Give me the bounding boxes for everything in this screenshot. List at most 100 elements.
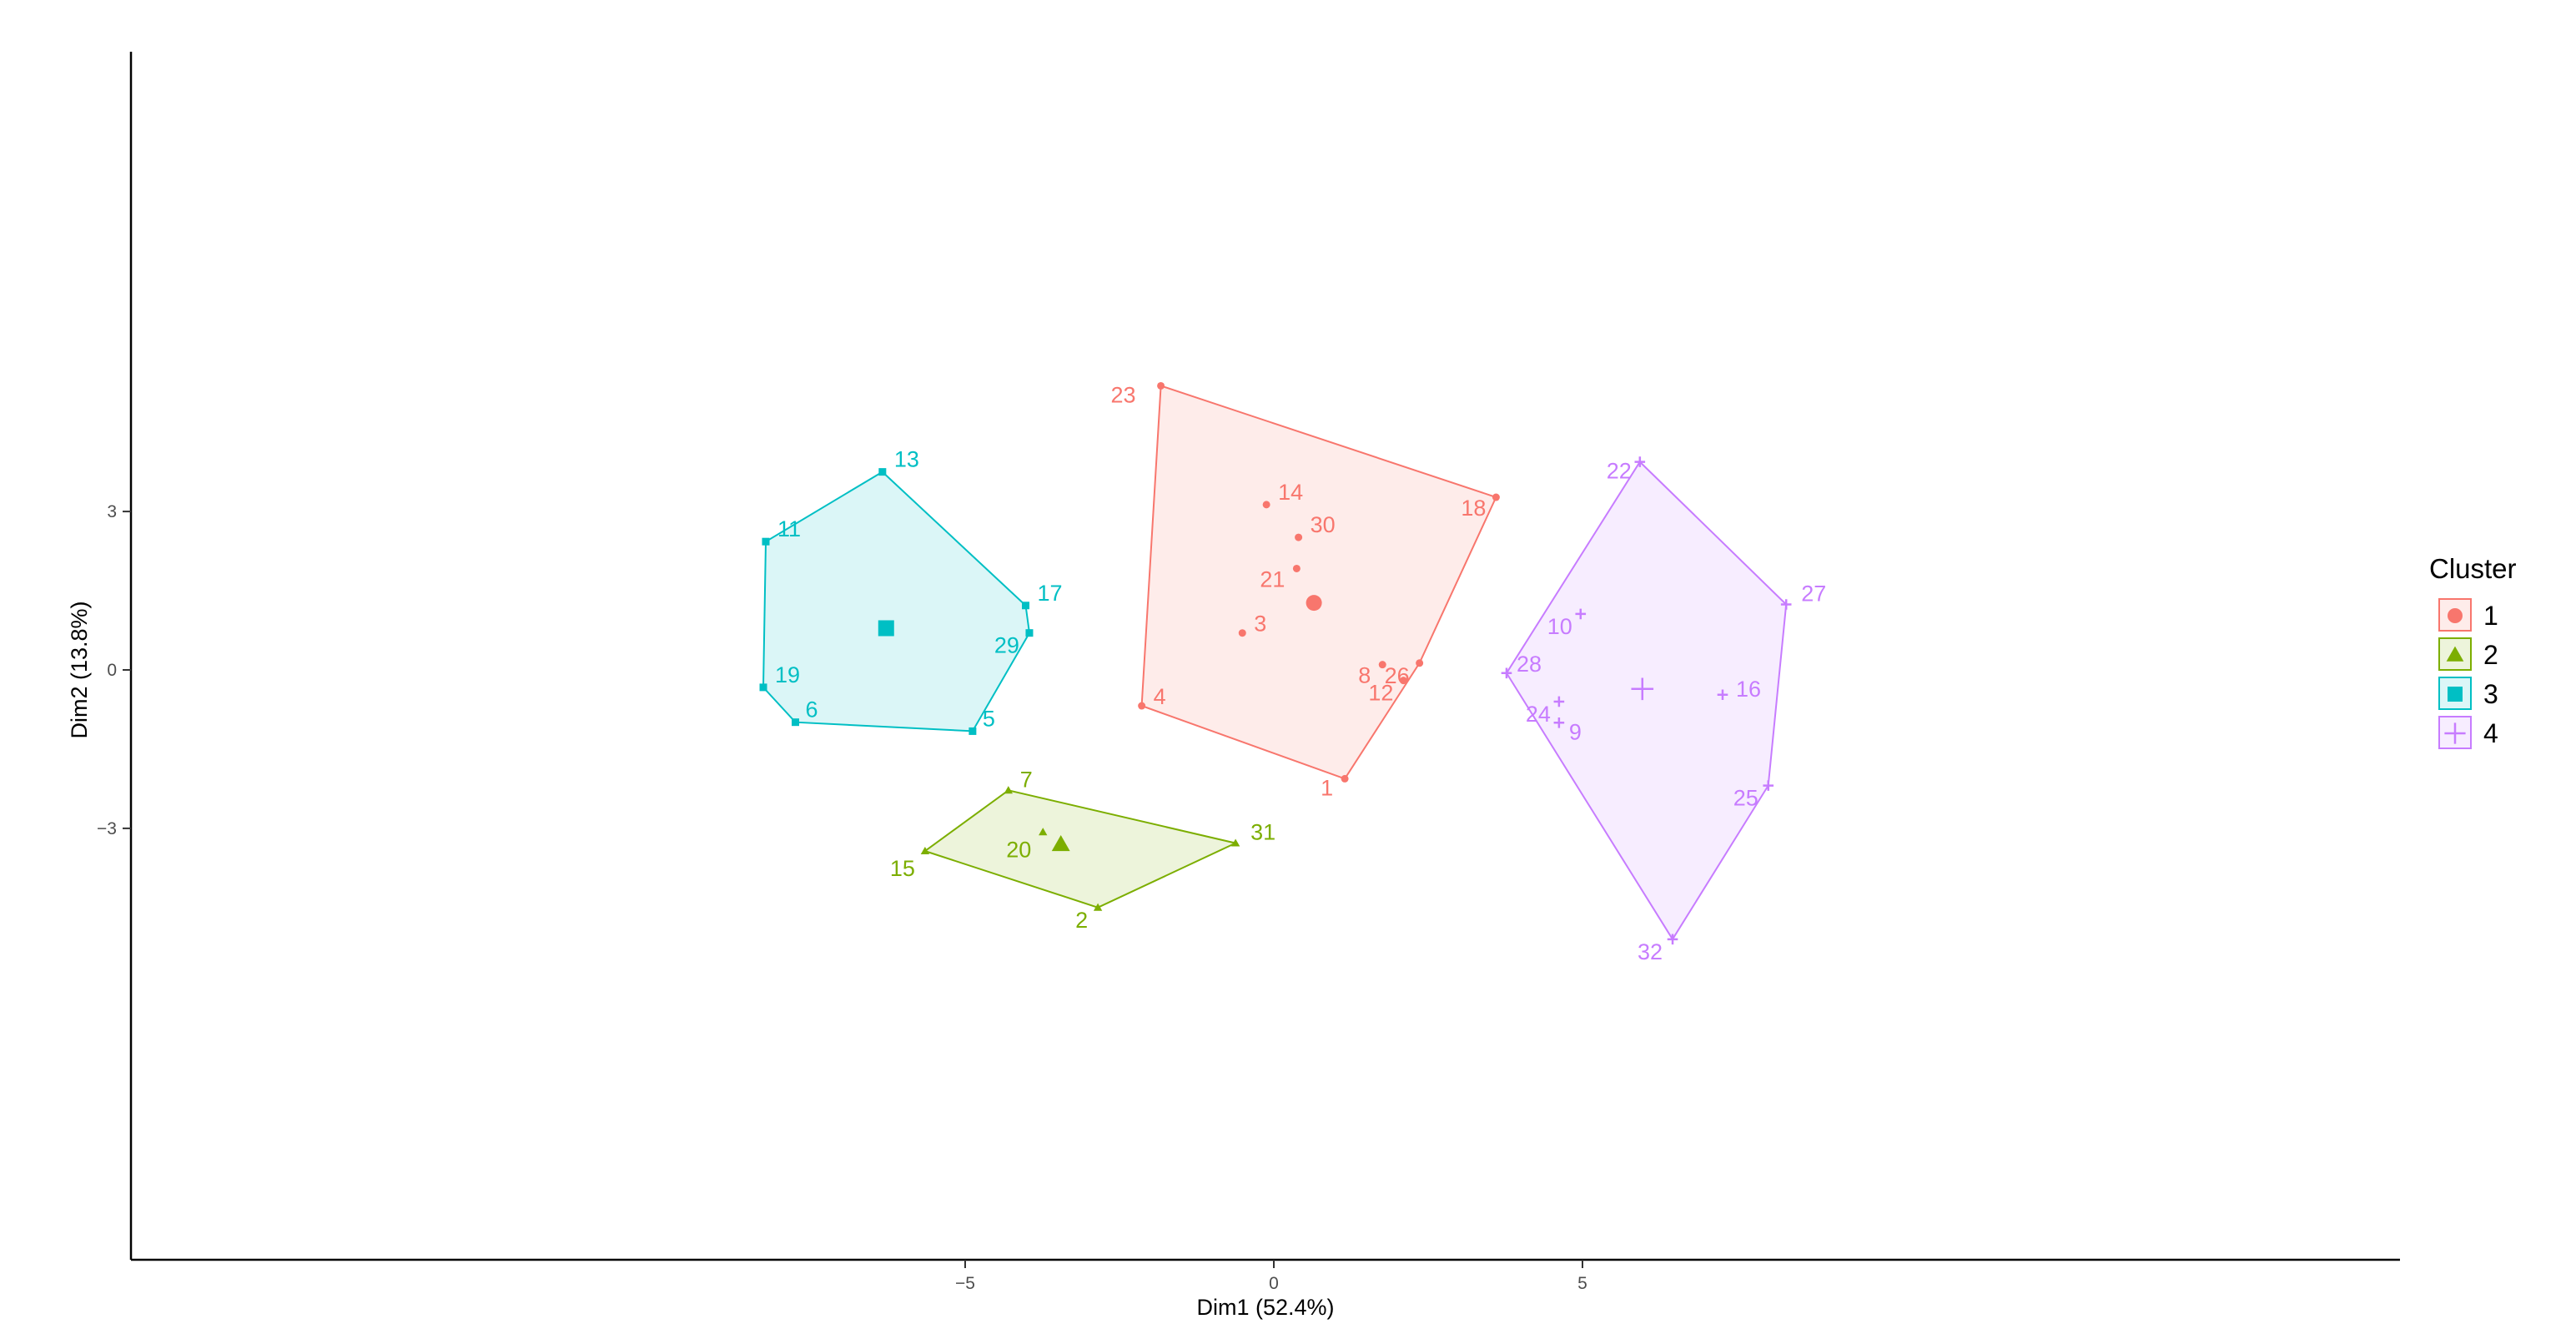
point-23 [1157, 381, 1165, 390]
cluster-4-hull [1505, 461, 1788, 941]
x-axis-title: Dim1 (52.4%) [1196, 1295, 1334, 1320]
point-8 [1378, 661, 1386, 669]
point-18 [1492, 493, 1500, 501]
point-26 [1416, 659, 1424, 667]
x-tick-label: −5 [955, 1274, 975, 1293]
point-label-27: 27 [1801, 581, 1826, 607]
point-label-24: 24 [1526, 702, 1551, 727]
point-label-16: 16 [1736, 677, 1761, 702]
cluster-1-center [1306, 595, 1322, 612]
legend-key-1 [2438, 598, 2472, 632]
point-label-8: 8 [1358, 663, 1371, 688]
point-label-7: 7 [1020, 767, 1033, 792]
x-tick-label: 0 [1269, 1274, 1279, 1293]
point-label-29: 29 [994, 633, 1019, 658]
point-label-25: 25 [1733, 786, 1758, 811]
point-label-13: 13 [894, 447, 919, 472]
point-1 [1341, 774, 1349, 783]
point-label-18: 18 [1461, 496, 1486, 521]
point-label-21: 21 [1260, 566, 1285, 592]
cluster-4-center [1631, 677, 1654, 701]
cluster-2-center [1051, 834, 1070, 852]
point-31 [1230, 838, 1240, 847]
point-12 [1399, 677, 1407, 685]
point-24 [1553, 696, 1565, 707]
point-15 [920, 846, 930, 855]
cluster-3-hull [762, 471, 1031, 732]
y-tick-label: −3 [97, 819, 117, 838]
point-label-15: 15 [890, 856, 915, 881]
legend-symbol-1 [2448, 608, 2463, 623]
legend-label-2: 2 [2483, 640, 2498, 670]
point-27 [1780, 599, 1792, 610]
x-axis-ticks: −5 0 5 [955, 1260, 1587, 1293]
cluster-3-center [878, 620, 894, 637]
point-label-6: 6 [806, 697, 818, 722]
legend-items: 1 2 3 4 [2438, 598, 2498, 749]
point-label-31: 31 [1250, 820, 1275, 845]
point-label-22: 22 [1607, 459, 1632, 484]
point-10 [1575, 608, 1587, 620]
y-axis-ticks: −3 0 3 [97, 502, 131, 838]
point-22 [1634, 456, 1646, 467]
point-28 [1501, 667, 1512, 679]
point-label-32: 32 [1638, 939, 1663, 964]
legend-label-4: 4 [2483, 718, 2498, 748]
y-tick-label: 3 [107, 502, 117, 521]
legend: Cluster 1 2 3 4 [2429, 553, 2517, 749]
point-20 [1039, 828, 1048, 836]
point-label-19: 19 [775, 662, 800, 687]
axes: −5 0 5 −3 0 3 Dim1 (52.4%) Dim2 (13.8%) [67, 52, 2400, 1320]
point-5 [969, 727, 977, 735]
point-19 [759, 683, 767, 692]
legend-label-3: 3 [2483, 679, 2498, 709]
point-label-20: 20 [1006, 837, 1031, 862]
point-4 [1138, 702, 1146, 710]
point-label-23: 23 [1111, 382, 1136, 407]
point-25 [1763, 780, 1774, 791]
point-label-4: 4 [1154, 684, 1166, 709]
cluster-points [759, 381, 1792, 945]
point-30 [1295, 533, 1303, 541]
point-11 [762, 537, 770, 546]
point-label-2: 2 [1075, 908, 1088, 933]
cluster-2-hull [923, 789, 1239, 909]
point-label-26: 26 [1385, 663, 1410, 688]
point-label-11: 11 [777, 516, 801, 541]
point-label-28: 28 [1517, 652, 1542, 677]
point-label-12: 12 [1368, 681, 1393, 706]
legend-symbol-4 [2444, 722, 2466, 744]
point-label-30: 30 [1311, 512, 1336, 537]
point-9 [1553, 717, 1565, 728]
point-29 [1025, 629, 1034, 637]
point-3 [1238, 629, 1246, 637]
point-7 [1004, 786, 1013, 794]
point-label-14: 14 [1278, 480, 1303, 505]
y-tick-label: 0 [107, 661, 117, 680]
point-14 [1262, 501, 1270, 509]
point-label-9: 9 [1569, 719, 1582, 744]
legend-label-1: 1 [2483, 601, 2498, 631]
point-16 [1717, 689, 1728, 701]
point-label-1: 1 [1321, 775, 1333, 800]
point-17 [1022, 602, 1030, 610]
point-13 [878, 468, 887, 476]
x-tick-label: 5 [1577, 1274, 1587, 1293]
legend-symbol-3 [2448, 687, 2463, 702]
y-axis-title: Dim2 (13.8%) [67, 601, 92, 738]
point-label-5: 5 [983, 706, 995, 731]
cluster-1-hull [1140, 385, 1497, 780]
cluster-centers [878, 595, 1654, 852]
point-6 [792, 718, 799, 727]
point-label-10: 10 [1547, 614, 1572, 639]
point-label-17: 17 [1038, 581, 1063, 606]
legend-symbol-2 [2446, 646, 2464, 662]
point-label-3: 3 [1254, 612, 1266, 637]
cluster-hulls [762, 385, 1788, 941]
point-2 [1093, 903, 1103, 911]
point-32 [1667, 934, 1678, 945]
legend-title: Cluster [2429, 553, 2517, 584]
